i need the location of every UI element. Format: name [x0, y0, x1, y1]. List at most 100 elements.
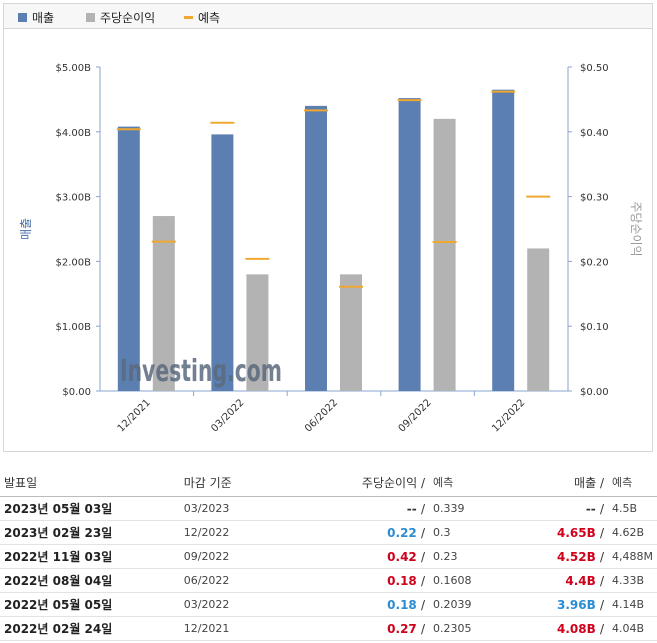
revenue-cell: 4.08B /: [525, 616, 609, 641]
revenue-cell: 3.96B /: [525, 592, 609, 617]
eps-sep: /: [420, 621, 425, 636]
period-end: 12/2021: [179, 616, 282, 641]
x-tick-label: 09/2022: [397, 397, 434, 434]
eps-cell: 0.22 /: [281, 520, 429, 545]
eps-bar: [340, 274, 362, 391]
legend-item-revenue[interactable]: 매출: [18, 9, 54, 26]
revenue-forecast: 4.5B: [608, 496, 657, 521]
investing-watermark: Investing.com: [120, 354, 282, 389]
revenue-sep: /: [599, 549, 605, 564]
eps-bar: [152, 216, 175, 391]
legend-label-forecast: 예측: [198, 11, 221, 25]
col-header-rev-label: 매출: [574, 475, 597, 490]
eps-forecast: 0.1608: [429, 568, 526, 593]
release-date: 2023년 02월 23일: [0, 520, 180, 545]
release-date: 2022년 11월 03일: [0, 544, 180, 569]
revenue-forecast: 4.33B: [608, 568, 657, 593]
revenue-bar: [211, 134, 234, 391]
earnings-chart: $0.00 $1.00B $2.00B $3.00B $4.00B $5.00B $0.00…: [19, 63, 643, 434]
col-header-rev-sep: /: [599, 475, 605, 490]
revenue-sep: /: [599, 525, 605, 540]
table-row: 2022년 05월 05일 03/2022 0.18 /0.2039 3.96B /4…: [0, 592, 657, 617]
revenue-cell: 4.52B /: [525, 544, 609, 569]
col-header-date[interactable]: 발표일: [0, 468, 180, 497]
col-header-rev-forecast[interactable]: 예측: [608, 468, 657, 497]
revenue-cell: -- /: [525, 496, 609, 521]
eps-sep: /: [420, 525, 425, 540]
left-tick-label: $3.00B: [56, 193, 92, 204]
revenue-bar: [305, 105, 327, 391]
left-tick-label: $4.00B: [56, 128, 92, 139]
revenue-actual: 4.65B: [557, 525, 596, 540]
eps-cell: 0.18 /: [281, 568, 429, 593]
revenue-sep: /: [599, 621, 605, 636]
eps-forecast: 0.339: [429, 496, 526, 521]
eps-sep: /: [420, 501, 425, 516]
right-tick-label: $0.10: [580, 322, 609, 333]
eps-cell: 0.27 /: [281, 616, 429, 641]
table-row: 2022년 08월 04일 06/2022 0.18 /0.1608 4.4B /4.…: [0, 568, 657, 593]
eps-bar: [246, 274, 269, 391]
release-date: 2022년 05월 05일: [0, 592, 180, 617]
eps-bar: [527, 248, 550, 391]
right-tick-label: $0.30: [580, 193, 609, 204]
left-axis-title: 매출: [19, 218, 33, 240]
left-tick-label: $0.00: [62, 387, 91, 398]
release-date: 2022년 08월 04일: [0, 568, 180, 593]
revenue-forecast: 4,488M: [608, 544, 657, 569]
eps-actual: 0.18: [387, 573, 417, 588]
eps-cell: -- /: [281, 496, 429, 521]
revenue-forecast: 4.04B: [608, 616, 657, 641]
forecast-swatch-icon: [184, 16, 193, 19]
period-end: 06/2022: [179, 568, 282, 593]
revenue-swatch-icon: [18, 13, 27, 22]
eps-actual: 0.27: [387, 621, 417, 636]
eps-sep: /: [420, 597, 425, 612]
revenue-bar: [117, 126, 140, 391]
col-header-revenue[interactable]: 매출 /: [525, 468, 609, 497]
legend-item-forecast[interactable]: 예측: [184, 9, 220, 26]
revenue-actual: 4.08B: [557, 621, 596, 636]
table-row: 2023년 02월 23일 12/2022 0.22 /0.3 4.65B /4.62…: [0, 520, 657, 545]
legend-label-eps: 주당순이익: [100, 11, 156, 25]
eps-actual: 0.18: [387, 597, 417, 612]
eps-cell: 0.42 /: [281, 544, 429, 569]
eps-forecast: 0.2305: [429, 616, 526, 641]
eps-actual: --: [406, 501, 417, 516]
eps-forecast: 0.23: [429, 544, 526, 569]
col-header-period[interactable]: 마감 기준: [179, 468, 282, 497]
legend-item-eps[interactable]: 주당순이익: [86, 9, 155, 26]
revenue-bar: [492, 89, 515, 392]
eps-sep: /: [420, 573, 425, 588]
legend-label-revenue: 매출: [32, 11, 55, 25]
x-tick-label: 12/2022: [490, 397, 527, 434]
col-header-eps[interactable]: 주당순이익 /: [281, 468, 429, 497]
earnings-table: 발표일 마감 기준 주당순이익 / 예측 매출 / 예측 2023년 05월 0…: [0, 468, 657, 641]
col-header-eps-forecast[interactable]: 예측: [429, 468, 526, 497]
revenue-forecast: 4.14B: [608, 592, 657, 617]
right-axis-title: 주당순이익: [629, 201, 643, 256]
eps-cell: 0.18 /: [281, 592, 429, 617]
eps-swatch-icon: [86, 13, 95, 22]
right-tick-label: $0.20: [580, 257, 609, 268]
revenue-cell: 4.65B /: [525, 520, 609, 545]
revenue-sep: /: [599, 597, 605, 612]
period-end: 03/2022: [179, 592, 282, 617]
period-end: 03/2023: [179, 496, 282, 521]
right-tick-label: $0.50: [580, 63, 609, 74]
right-tick-label: $0.40: [580, 128, 609, 139]
table-row: 2023년 05월 03일 03/2023 -- /0.339 -- /4.5B: [0, 496, 657, 521]
x-tick-label: 03/2022: [209, 397, 246, 434]
right-tick-label: $0.00: [580, 387, 609, 398]
period-end: 09/2022: [179, 544, 282, 569]
eps-forecast: 0.2039: [429, 592, 526, 617]
col-header-eps-label: 주당순이익: [361, 475, 418, 490]
table-row: 2022년 02월 24일 12/2021 0.27 /0.2305 4.08B /4…: [0, 616, 657, 641]
revenue-actual: 4.52B: [557, 549, 596, 564]
x-tick-label: 12/2021: [116, 397, 153, 434]
release-date: 2022년 02월 24일: [0, 616, 180, 641]
revenue-bar: [398, 98, 421, 391]
release-date: 2023년 05월 03일: [0, 496, 180, 521]
period-end: 12/2022: [179, 520, 282, 545]
revenue-forecast: 4.62B: [608, 520, 657, 545]
